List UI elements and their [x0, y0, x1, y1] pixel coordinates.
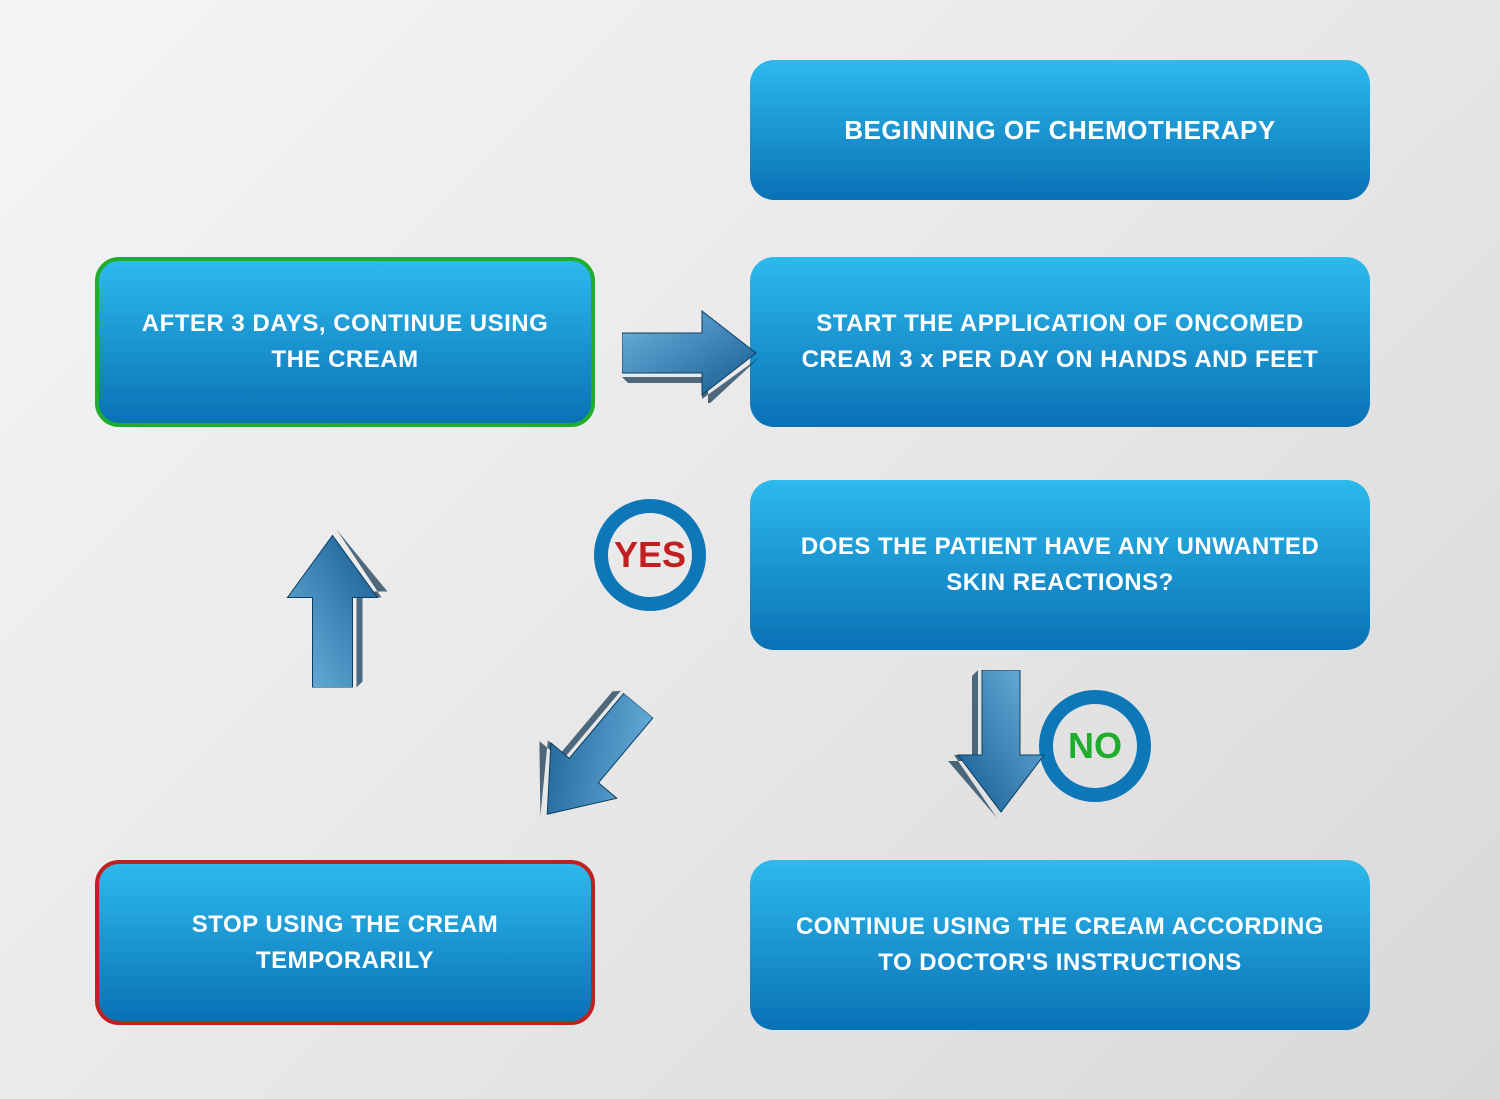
diagonal-arrow	[498, 668, 679, 854]
down-arrow	[943, 670, 1053, 820]
no-circle-text: NO	[1068, 725, 1122, 767]
no-circle: NO	[1039, 690, 1151, 802]
node-continue-text: CONTINUE USING THE CREAM ACCORDING TO DO…	[780, 909, 1340, 981]
node-beginning-text: BEGINNING OF CHEMOTHERAPY	[844, 111, 1275, 150]
flowchart-canvas: BEGINNING OF CHEMOTHERAPY START THE APPL…	[0, 0, 1500, 1099]
node-beginning: BEGINNING OF CHEMOTHERAPY	[750, 60, 1370, 200]
node-stop: STOP USING THE CREAM TEMPORARILY	[95, 860, 595, 1025]
node-after-3-days: AFTER 3 DAYS, CONTINUE USING THE CREAM	[95, 257, 595, 427]
right-arrow	[622, 303, 762, 408]
node-question: DOES THE PATIENT HAVE ANY UNWANTED SKIN …	[750, 480, 1370, 650]
node-after-3-days-text: AFTER 3 DAYS, CONTINUE USING THE CREAM	[129, 306, 561, 378]
node-question-text: DOES THE PATIENT HAVE ANY UNWANTED SKIN …	[780, 529, 1340, 601]
node-start-application-text: START THE APPLICATION OF ONCOMED CREAM 3…	[780, 306, 1340, 378]
yes-circle: YES	[594, 499, 706, 611]
node-start-application: START THE APPLICATION OF ONCOMED CREAM 3…	[750, 257, 1370, 427]
up-arrow	[278, 528, 393, 688]
node-continue: CONTINUE USING THE CREAM ACCORDING TO DO…	[750, 860, 1370, 1030]
yes-circle-text: YES	[614, 534, 686, 576]
node-stop-text: STOP USING THE CREAM TEMPORARILY	[129, 907, 561, 979]
